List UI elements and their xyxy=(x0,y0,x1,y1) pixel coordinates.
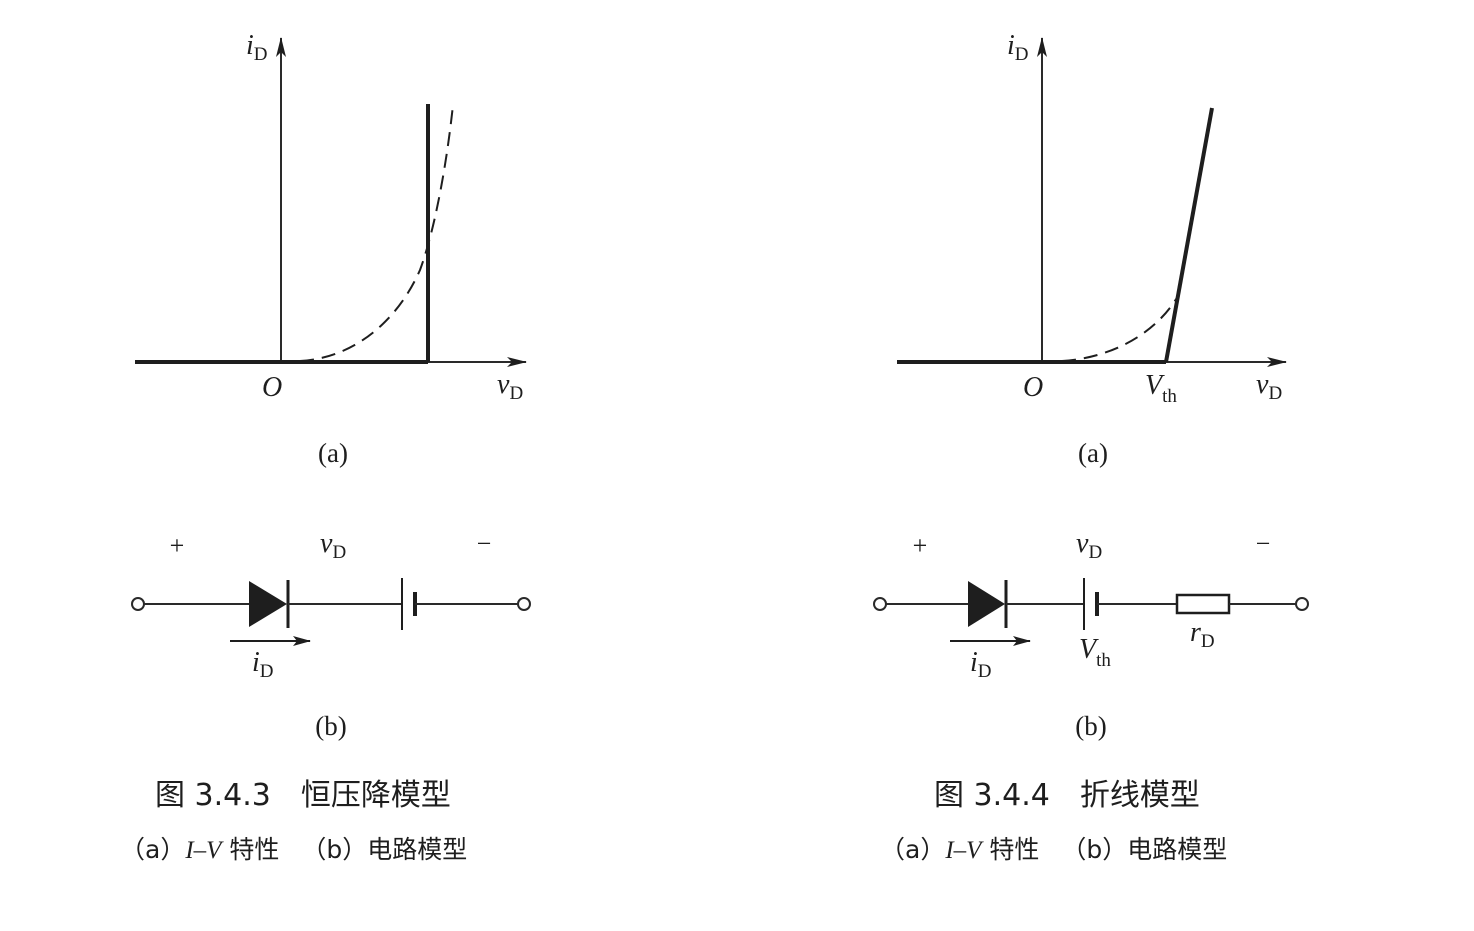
right-vth-label-sub: th xyxy=(1162,386,1177,407)
left-caption-subtitle-a-text: 特性 xyxy=(221,835,279,864)
right-plus-sign: + xyxy=(913,531,928,560)
left-terminal-end xyxy=(517,597,531,611)
right-caption-subtitle-a-italic: I–V xyxy=(944,837,984,864)
right-voltage-label: vD xyxy=(1076,528,1102,563)
right-y-axis-label: iD xyxy=(1007,30,1029,65)
left-figure: iD O vD (a) + vD − iD xyxy=(120,30,531,864)
left-caption-subtitle: （a）I–V 特性 （b）电路模型 xyxy=(120,835,467,864)
left-panel-b-label: (b) xyxy=(315,711,346,741)
left-current-label-sub: D xyxy=(260,661,274,682)
right-vth-label: Vth xyxy=(1145,370,1177,407)
left-voltage-label-main: v xyxy=(320,528,333,559)
left-origin-label: O xyxy=(262,372,282,403)
right-resistor-label-sub: D xyxy=(1201,631,1215,652)
left-terminal-start xyxy=(131,597,145,611)
right-minus-sign: − xyxy=(1256,529,1271,558)
left-caption-title: 图 3.4.3 恒压降模型 xyxy=(155,778,451,813)
right-resistor-label: rD xyxy=(1190,617,1215,652)
right-voltage-label-sub: D xyxy=(1088,542,1102,563)
right-origin-label: O xyxy=(1023,372,1043,403)
right-caption: 图 3.4.4 折线模型 （a）I–V 特性 （b）电路模型 xyxy=(880,778,1227,864)
right-terminal-start xyxy=(873,597,887,611)
left-actual-iv-curve xyxy=(299,104,454,362)
left-caption-subtitle-a-italic: I–V xyxy=(184,837,224,864)
left-iv-graph: iD O vD (a) xyxy=(135,30,527,468)
left-voltage-label: vD xyxy=(320,528,346,563)
right-current-label-sub: D xyxy=(978,661,992,682)
left-x-axis-label-main: v xyxy=(497,369,510,400)
left-current-label-main: i xyxy=(252,647,260,678)
right-current-label-main: i xyxy=(970,647,978,678)
left-panel-a-label: (a) xyxy=(318,438,348,468)
left-caption: 图 3.4.3 恒压降模型 （a）I–V 特性 （b）电路模型 xyxy=(120,778,467,864)
left-x-axis-label: vD xyxy=(497,369,523,404)
left-current-label: iD xyxy=(252,647,274,682)
right-caption-subtitle-a-text: 特性 xyxy=(981,835,1039,864)
right-caption-title: 图 3.4.4 折线模型 xyxy=(934,778,1200,813)
left-plus-sign: + xyxy=(170,531,185,560)
right-figure: iD O Vth vD (a) + xyxy=(873,30,1309,864)
right-battery-label-main: V xyxy=(1079,634,1099,665)
left-x-axis-label-sub: D xyxy=(509,383,523,404)
right-x-axis-label-sub: D xyxy=(1268,383,1282,404)
right-terminal-end xyxy=(1295,597,1309,611)
right-sloped-model-line xyxy=(1164,107,1214,363)
right-current-label: iD xyxy=(970,647,992,682)
right-caption-subtitle: （a）I–V 特性 （b）电路模型 xyxy=(880,835,1227,864)
right-x-axis-label-main: v xyxy=(1256,369,1269,400)
right-resistor-symbol xyxy=(1175,593,1231,615)
left-minus-sign: − xyxy=(477,529,492,558)
right-caption-subtitle-b: （b）电路模型 xyxy=(1061,835,1227,864)
left-voltage-label-sub: D xyxy=(332,542,346,563)
right-voltage-label-main: v xyxy=(1076,528,1089,559)
left-diode-symbol xyxy=(249,581,287,627)
left-y-axis-label-sub: D xyxy=(254,44,268,65)
right-panel-b-label: (b) xyxy=(1075,711,1106,741)
right-vth-label-main: V xyxy=(1145,370,1165,401)
right-y-axis-label-sub: D xyxy=(1015,44,1029,65)
right-x-axis-label: vD xyxy=(1256,369,1282,404)
left-y-axis-label: iD xyxy=(246,30,268,65)
right-y-axis-label-main: i xyxy=(1007,30,1015,61)
right-diode-symbol xyxy=(968,581,1005,627)
left-caption-subtitle-a-prefix: （a） xyxy=(120,835,185,864)
left-y-axis-label-main: i xyxy=(246,30,254,61)
right-iv-graph: iD O Vth vD (a) xyxy=(897,30,1287,468)
right-caption-subtitle-a-prefix: （a） xyxy=(880,835,945,864)
right-panel-a-label: (a) xyxy=(1078,438,1108,468)
right-battery-label-sub: th xyxy=(1096,650,1111,671)
right-actual-iv-curve xyxy=(1061,295,1179,362)
right-resistor-label-main: r xyxy=(1190,617,1201,648)
left-circuit: + vD − iD (b) xyxy=(131,528,531,741)
right-battery-label: Vth xyxy=(1079,634,1111,671)
left-caption-subtitle-b: （b）电路模型 xyxy=(301,835,467,864)
right-circuit: + vD − iD Vth rD (b) xyxy=(873,528,1309,741)
